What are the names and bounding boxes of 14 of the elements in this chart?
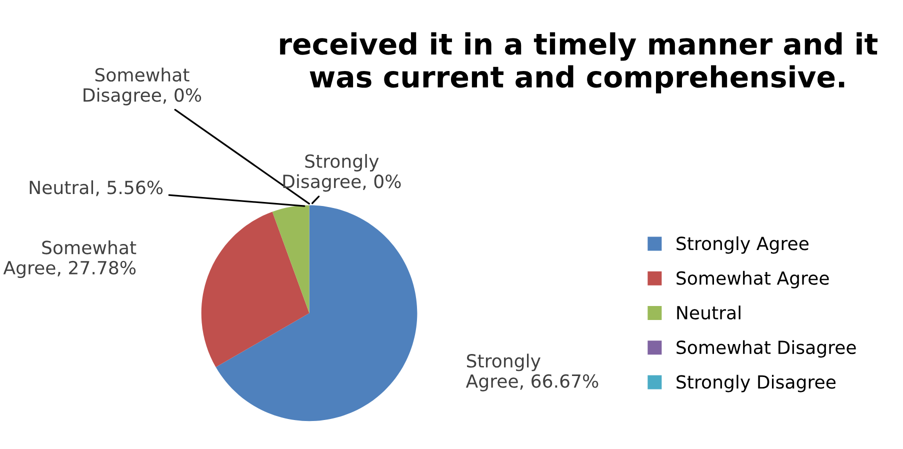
- data-label: Somewhat Agree, 27.78%: [3, 240, 136, 278]
- text: Strongly Disagree, 0%: [283, 154, 401, 192]
- legend-label: Strongly Disagree: [676, 374, 836, 392]
- legend-label: Strongly Agree: [676, 236, 808, 254]
- pie-slice: [272, 205, 310, 314]
- chart-title: received it in a timely manner and it was current and comprehensive.: [280, 32, 878, 94]
- legend-label: Somewhat Agree: [676, 270, 829, 288]
- pie-slice: [216, 205, 418, 422]
- data-label: Strongly Agree, 66.67%: [466, 354, 598, 392]
- pie-slice: [201, 212, 310, 368]
- data-label: Neutral, 5.56%: [30, 180, 163, 196]
- legend-label: Neutral: [677, 306, 740, 320]
- text: Somewhat Disagree, 0%: [84, 68, 202, 106]
- legend-label: Somewhat Disagree: [676, 340, 856, 358]
